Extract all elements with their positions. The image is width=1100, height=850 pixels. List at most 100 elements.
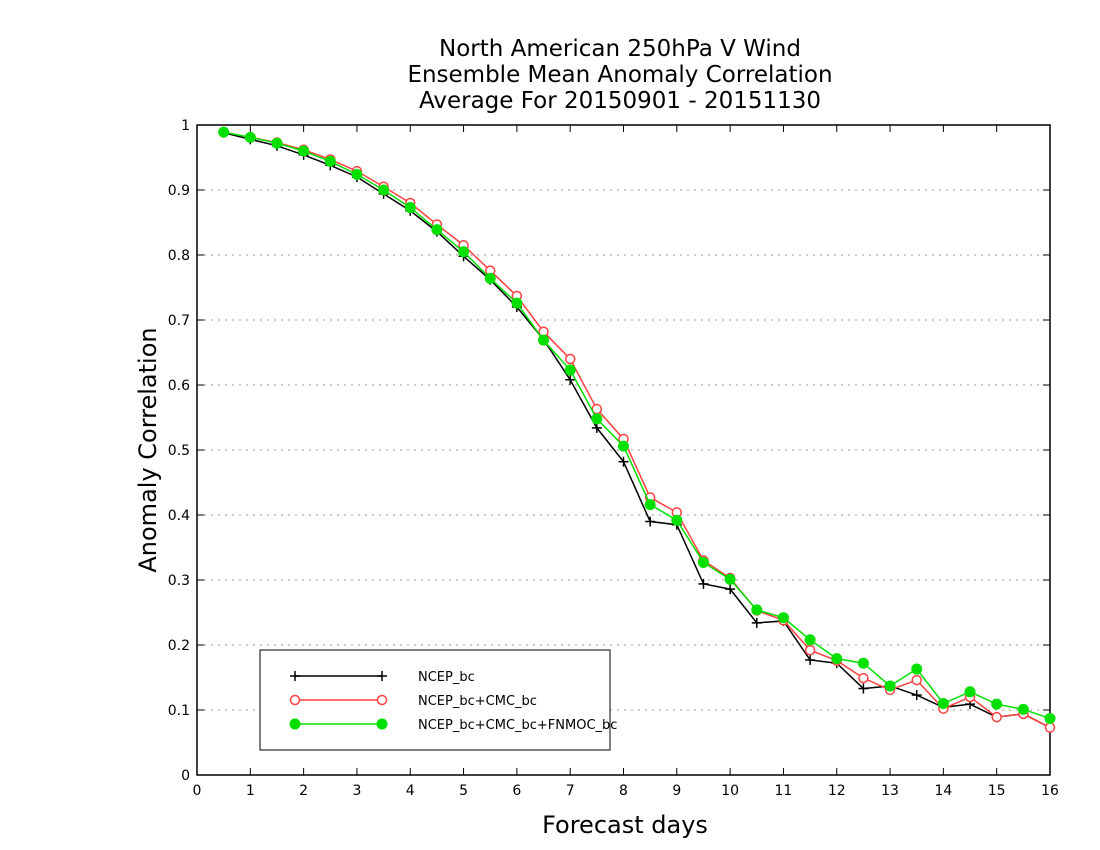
data-point [911,674,922,686]
data-point [724,573,736,585]
data-point [218,126,230,138]
data-point [591,413,603,425]
series-1 [218,127,1055,733]
y-tick-label: 0.2 [168,638,190,654]
data-point [645,516,656,527]
data-point [351,168,363,180]
x-tick-label: 1 [246,783,255,799]
data-point [618,456,629,467]
x-tick-label: 10 [721,783,739,799]
series-line [223,131,1051,720]
data-point [458,246,470,258]
y-axis-label: Anomaly Correlation [134,327,162,573]
data-point [858,672,869,684]
data-point [671,514,683,526]
data-point [751,604,763,616]
data-point [1044,712,1056,724]
data-point [511,297,523,309]
data-point [644,499,656,511]
legend-marker [376,718,388,730]
series-line [223,132,1051,729]
legend-marker [289,718,301,730]
series-2 [218,126,1056,733]
x-tick-label: 13 [881,783,899,799]
data-point [244,131,256,143]
data-point [538,334,550,346]
data-point [697,556,709,568]
data-point [298,145,310,157]
y-tick-label: 0.1 [168,703,190,719]
legend-entry: NCEP_bc [290,670,475,685]
y-tick-label: 0 [181,768,190,784]
y-tick-label: 1 [181,118,190,134]
x-tick-label: 16 [1041,783,1059,799]
data-point [858,683,869,694]
legend-entry: NCEP_bc+CMC_bc+FNMOC_bc [289,718,617,733]
legend: NCEP_bc NCEP_bc+CMC_bc NCEP_bc+CMC_bc+FNMO… [259,649,617,751]
legend-label: NCEP_bc [418,670,475,685]
x-axis-label: Forecast days [542,811,708,839]
legend-entry: NCEP_bc+CMC_bc [289,694,537,709]
title-line-3: Average For 20150901 - 20151130 [418,88,822,114]
x-tick-label: 14 [934,783,952,799]
legend-label: NCEP_bc+CMC_bc+FNMOC_bc [418,718,617,733]
legend-marker [290,671,300,681]
data-point [991,711,1002,723]
x-tick-label: 11 [775,783,793,799]
y-tick-label: 0.4 [168,508,190,524]
data-point [884,680,896,692]
y-tick-label: 0.6 [168,378,190,394]
data-point [911,663,923,675]
data-point [431,224,443,236]
data-point [937,698,949,709]
data-point [271,137,283,149]
data-point [564,364,576,376]
data-point [805,654,816,665]
legend-marker [377,671,387,681]
x-tick-label: 12 [828,783,846,799]
y-tick-label: 0.9 [168,183,190,199]
x-tick-label: 3 [352,783,361,799]
data-point [991,698,1003,710]
data-point [725,584,736,595]
data-point [404,202,416,214]
title-line-1: North American 250hPa V Wind [439,36,801,62]
x-tick-label: 8 [619,783,628,799]
data-point [378,184,390,196]
data-point [777,612,789,624]
x-tick-label: 9 [672,783,681,799]
x-tick-label: 7 [566,783,575,799]
y-tick-label: 0.7 [168,313,190,329]
x-tick-label: 5 [459,783,468,799]
legend-marker [376,694,388,706]
data-point [831,653,843,665]
legend-label: NCEP_bc+CMC_bc [418,694,537,709]
series-line [223,131,1051,729]
x-tick-label: 6 [512,783,521,799]
data-point [1017,703,1029,715]
data-point [751,617,762,628]
chart-title: North American 250hPa V Wind Ensemble Me… [330,36,910,114]
title-line-2: Ensemble Mean Anomaly Correlation [407,62,833,88]
data-point [911,690,922,701]
data-point [964,686,976,698]
x-tick-label: 2 [299,783,308,799]
data-point [1044,722,1056,733]
x-tick-label: 4 [406,783,415,799]
data-point [804,644,816,656]
data-point [618,440,629,452]
data-point [698,578,709,589]
y-tick-label: 0.3 [168,573,190,589]
series-3 [218,126,1056,724]
data-point [565,374,576,385]
data-point [591,422,602,433]
data-point [857,657,869,669]
data-point [804,634,816,646]
legend-marker [289,694,301,706]
x-tick-label: 0 [193,783,202,799]
y-tick-label: 0.8 [168,248,190,264]
data-point [484,272,496,284]
data-point [324,155,336,167]
x-tick-label: 15 [988,783,1006,799]
